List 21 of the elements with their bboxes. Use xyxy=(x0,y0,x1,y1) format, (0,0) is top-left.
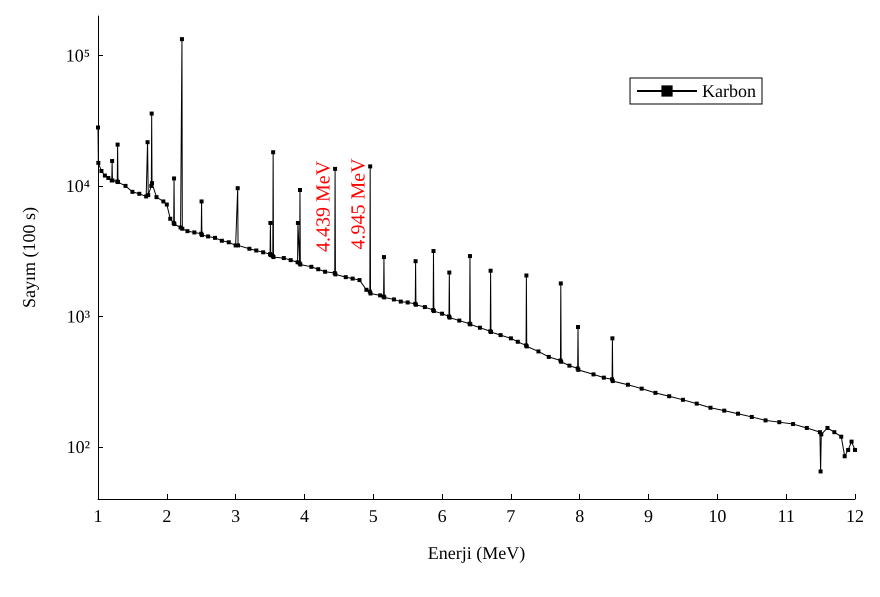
x-tick-label: 6 xyxy=(438,506,447,526)
annotation: 4.945 MeV xyxy=(347,158,370,250)
y-tick-label: 10² xyxy=(66,437,90,458)
annotation: 4.439 MeV xyxy=(312,160,335,252)
x-tick-label: 5 xyxy=(368,506,378,526)
x-tick-label: 7 xyxy=(506,506,516,526)
x-tick-label: 10 xyxy=(708,506,726,526)
x-tick-label: 1 xyxy=(94,506,102,526)
x-tick-label: 12 xyxy=(846,506,864,526)
x-tick-label: 3 xyxy=(231,506,240,526)
x-tick-label: 11 xyxy=(778,506,795,526)
x-tick-label: 4 xyxy=(300,506,309,526)
y-tick-label: 10⁵ xyxy=(66,45,90,66)
x-tick-label: 9 xyxy=(644,506,654,526)
y-tick-label: 10⁴ xyxy=(66,176,90,196)
legend-label: Karbon xyxy=(702,81,756,101)
x-axis-title: Enerji (MeV) xyxy=(428,543,526,563)
y-tick-label: 10³ xyxy=(66,306,91,326)
y-axis-title: Sayım (100 s) xyxy=(19,207,39,308)
x-tick-label: 8 xyxy=(575,506,584,526)
x-tick-label: 2 xyxy=(162,506,172,526)
